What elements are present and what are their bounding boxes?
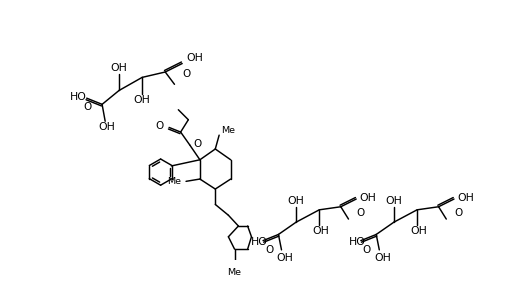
Text: OH: OH — [385, 196, 402, 206]
Text: OH: OH — [410, 226, 427, 237]
Text: O: O — [182, 69, 190, 79]
Text: Me: Me — [167, 177, 181, 186]
Text: OH: OH — [276, 253, 293, 263]
Text: O: O — [155, 121, 164, 131]
Text: HO: HO — [348, 237, 366, 247]
Text: HO: HO — [70, 92, 87, 102]
Text: O: O — [83, 102, 92, 112]
Text: Me: Me — [221, 126, 235, 135]
Text: OH: OH — [359, 192, 376, 203]
Text: O: O — [193, 139, 201, 149]
Text: OH: OH — [134, 95, 151, 105]
Text: OH: OH — [110, 63, 128, 73]
Text: OH: OH — [374, 253, 391, 263]
Text: O: O — [363, 245, 371, 255]
Text: O: O — [356, 208, 365, 218]
Text: OH: OH — [312, 226, 329, 237]
Text: OH: OH — [288, 196, 304, 206]
Text: O: O — [265, 245, 274, 255]
Text: HO: HO — [251, 237, 268, 247]
Text: OH: OH — [186, 53, 203, 63]
Text: OH: OH — [457, 192, 474, 203]
Text: O: O — [454, 208, 462, 218]
Text: Me: Me — [228, 267, 242, 277]
Text: OH: OH — [98, 122, 115, 133]
